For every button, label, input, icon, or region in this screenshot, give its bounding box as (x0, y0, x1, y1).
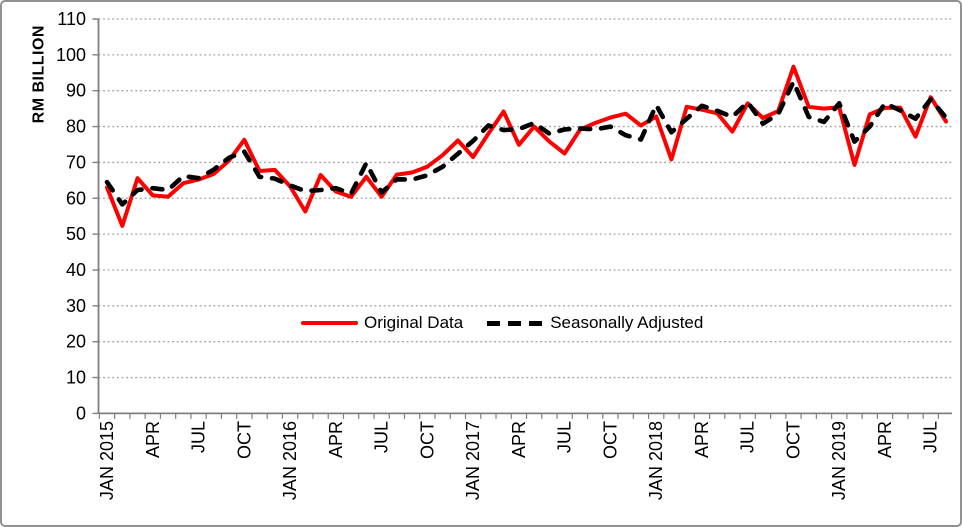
x-tick-label: JAN 2019 (829, 421, 849, 500)
y-tick-label: 70 (66, 152, 86, 172)
y-tick-label: 40 (66, 260, 86, 280)
x-tick-label: APR (143, 421, 163, 458)
y-tick-label: 110 (57, 9, 86, 29)
legend-label-original-data: Original Data (364, 313, 464, 332)
x-tick-label: JAN 2018 (646, 421, 666, 500)
x-tick-label: JAN 2015 (97, 421, 117, 500)
y-tick-label: 100 (56, 45, 86, 65)
y-tick-label: 30 (66, 296, 86, 316)
legend-item-seasonally-adjusted: Seasonally Adjusted (487, 313, 703, 333)
series-line-original-data (105, 64, 948, 228)
legend: Original Data Seasonally Adjusted (301, 313, 703, 333)
x-tick-label: JAN 2016 (280, 421, 300, 500)
legend-swatch-solid-red-line (301, 321, 358, 325)
legend-item-original-data: Original Data (301, 313, 463, 333)
axis-tick-labels: 0 10 20 30 40 50 60 70 80 90 100 110 JAN 2015 APR JUL O… (56, 9, 941, 500)
series-line-seasonally-adjusted (104, 79, 949, 207)
y-tick-label: 20 (66, 332, 86, 352)
x-tick-label: JUL (372, 421, 392, 453)
x-tick-label: OCT (600, 421, 620, 459)
y-tick-label: 80 (66, 117, 86, 137)
x-tick-label: APR (509, 421, 529, 458)
x-tick-label: OCT (234, 421, 254, 459)
legend-swatch-dashed-black-line (487, 320, 545, 326)
y-tick-label: 0 (76, 403, 86, 423)
y-tick-label: 90 (66, 81, 86, 101)
x-tick-label: JAN 2017 (463, 421, 483, 500)
axis-ticks (92, 18, 939, 419)
x-tick-label: JUL (738, 421, 758, 453)
x-tick-label: APR (875, 421, 895, 458)
y-tick-label: 60 (66, 188, 86, 208)
legend-label-seasonally-adjusted: Seasonally Adjusted (550, 313, 704, 332)
x-tick-label: JUL (921, 421, 941, 453)
x-tick-label: JUL (555, 421, 575, 453)
x-tick-label: JUL (189, 421, 209, 453)
x-tick-label: APR (326, 421, 346, 458)
x-tick-label: OCT (417, 421, 437, 459)
axis-lines (97, 19, 952, 415)
x-tick-label: APR (692, 421, 712, 458)
y-tick-label: 10 (66, 368, 86, 388)
y-tick-label: 50 (66, 224, 86, 244)
series-lines (104, 64, 949, 228)
y-axis-title: RM BILLION (31, 25, 48, 123)
x-tick-label: OCT (784, 421, 804, 459)
